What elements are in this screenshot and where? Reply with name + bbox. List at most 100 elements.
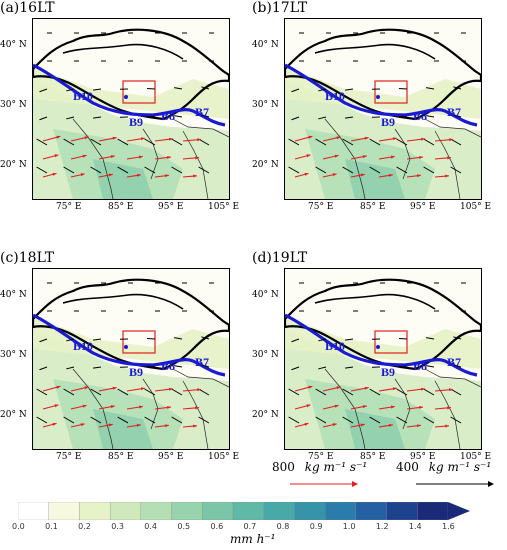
region-label-b9: B9: [381, 365, 396, 379]
wind-vector: [66, 338, 75, 342]
wind-vector: [342, 138, 354, 146]
lon-tick-label: 75° E: [308, 202, 334, 212]
lat-tick-label: 20° N: [252, 410, 279, 420]
wind-vector-head: [304, 172, 309, 176]
colorbar-unit: mm h⁻¹: [230, 532, 276, 546]
wind-vector-head: [336, 386, 341, 390]
colorbar-tick-label: 0.6: [210, 522, 224, 531]
colorbar-segment: [202, 502, 234, 520]
wind-vector: [369, 138, 381, 146]
wind-vector: [396, 138, 408, 146]
lon-tick-label: 85° E: [360, 202, 386, 212]
colorbar-tick-label: 0.2: [78, 522, 91, 531]
wind-vector: [423, 138, 435, 146]
wind-vector-head: [306, 154, 311, 158]
wind-vector: [93, 116, 102, 119]
lat-tick-label: 30° N: [0, 350, 27, 360]
wind-vector: [90, 166, 102, 174]
plateau-outline: [285, 278, 481, 371]
wind-vector: [117, 388, 129, 396]
station-marker: [124, 345, 128, 349]
region-label-b7: B7: [195, 105, 210, 119]
wind-vector: [369, 388, 381, 396]
ref-value: 400: [396, 460, 419, 474]
wind-vector-head: [110, 155, 115, 159]
region-label-b7: B7: [195, 355, 210, 369]
lon-tick-label: 95° E: [158, 452, 184, 462]
wind-vector-head: [138, 155, 143, 159]
wind-vector-head: [54, 404, 59, 408]
precip-field: [93, 409, 153, 449]
wind-vector-head: [308, 385, 313, 389]
map-canvas: [285, 28, 481, 199]
wind-vector-head: [52, 422, 57, 426]
wind-vector: [398, 365, 408, 368]
colorbar-tick-label: 0.9: [309, 522, 323, 531]
wind-vector: [342, 416, 354, 424]
lat-tick-label: 40° N: [252, 290, 279, 300]
wind-vector: [63, 166, 75, 174]
wind-vector: [146, 115, 156, 118]
wind-vector: [201, 364, 210, 368]
wind-vector: [318, 116, 327, 120]
wind-vector-head: [108, 173, 113, 177]
wind-vector: [117, 416, 129, 424]
panel-label: (a)16LT: [0, 0, 55, 16]
wind-vector-head: [449, 138, 453, 142]
colorbar-tick-label: 0.3: [111, 522, 124, 531]
lat-tick-label: 30° N: [252, 100, 279, 110]
wind-vector: [450, 166, 462, 174]
colorbar-segment: [355, 502, 387, 520]
wind-vector: [288, 416, 300, 424]
wind-vector-head: [392, 137, 397, 141]
coastline: [72, 368, 229, 449]
wind-vector: [66, 116, 75, 120]
wind-vector-head: [419, 155, 423, 160]
wind-vector-head: [421, 387, 425, 391]
wind-vector-head: [390, 405, 395, 409]
wind-vector: [39, 338, 48, 343]
wind-vector-head: [84, 136, 89, 140]
wind-vector-head: [195, 156, 199, 160]
wind-vector: [144, 388, 156, 396]
lon-tick-label: 95° E: [158, 202, 184, 212]
plateau-outline: [62, 293, 184, 310]
colorbar-segment: [294, 502, 326, 520]
wind-vector: [93, 366, 102, 369]
wind-vector-head: [364, 386, 369, 390]
wind-vector: [171, 388, 183, 396]
wind-vector: [93, 88, 102, 91]
panel-label: (d)19LT: [252, 250, 308, 266]
colorbar-segment: [140, 502, 172, 520]
wind-vector: [345, 88, 354, 91]
ref-unit: kg m⁻¹ s⁻¹: [304, 460, 368, 474]
wind-vector: [423, 388, 435, 396]
wind-vector: [146, 365, 156, 368]
wind-vector: [90, 388, 102, 396]
panel-d: (d)19LT B10 B9 B8 B7 40° N 30° N 20° N 75° E 85°…: [252, 250, 491, 470]
panel-label: (b)17LT: [252, 0, 308, 16]
coastline: [324, 368, 481, 449]
wind-vector: [66, 88, 75, 92]
wind-vector-head: [112, 136, 117, 140]
colorbar-segment: [18, 502, 49, 520]
wind-vector-head: [169, 137, 173, 141]
colorbar-tick-label: 0.1: [45, 522, 58, 531]
wind-vector-head: [54, 154, 59, 158]
colorbar-segment: [324, 502, 357, 520]
wind-vector: [171, 416, 183, 424]
wind-vector: [315, 138, 327, 146]
wind-vector-head: [332, 423, 337, 427]
red-arrow-icon: [290, 481, 358, 487]
colorbar-tick-label: 0.0: [12, 522, 25, 531]
wind-vector: [453, 114, 462, 118]
region-label-b7: B7: [447, 105, 462, 119]
wind-vector-head: [80, 423, 85, 427]
lon-tick-label: 85° E: [360, 452, 386, 462]
wind-vector: [426, 87, 435, 90]
wind-vector-head: [140, 137, 145, 141]
wind-vector: [291, 338, 300, 343]
lon-tick-label: 75° E: [56, 202, 82, 212]
wind-vector: [201, 114, 210, 118]
wind-vector-head: [360, 423, 365, 427]
